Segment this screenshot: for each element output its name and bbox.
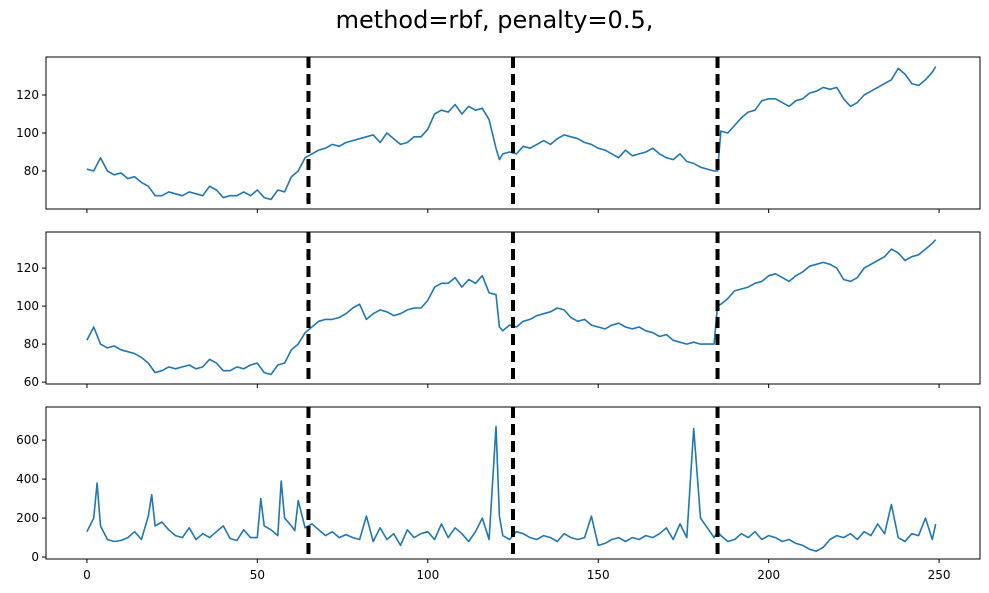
bottom-axes-frame (45, 406, 981, 560)
middle-ytick-label-1: 80 (24, 337, 39, 351)
bottom-xtick-label-5: 250 (928, 568, 951, 582)
bottom-xtick-label-3: 150 (587, 568, 610, 582)
bottom-ytick-label-3: 600 (16, 433, 39, 447)
top-ytick-label-1: 100 (16, 126, 39, 140)
bottom-series-line (86, 425, 937, 553)
middle-axes-frame (45, 231, 981, 385)
bottom-xtick-label-4: 200 (757, 568, 780, 582)
middle-ytick-label-0: 60 (24, 375, 39, 389)
bottom-xtick-label-2: 100 (416, 568, 439, 582)
top-ytick-label-0: 80 (24, 164, 39, 178)
middle-ytick-label-3: 120 (16, 261, 39, 275)
bottom-ytick-label-2: 400 (16, 472, 39, 486)
middle-ytick-label-2: 100 (16, 299, 39, 313)
bottom-xtick-label-1: 50 (250, 568, 265, 582)
chart-title: method=rbf, penalty=0.5, (335, 6, 654, 34)
top-ytick-label-2: 120 (16, 88, 39, 102)
bottom-ytick-label-1: 200 (16, 511, 39, 525)
bottom-xtick-label-0: 0 (83, 568, 91, 582)
bottom-ytick-label-0: 0 (31, 550, 39, 564)
